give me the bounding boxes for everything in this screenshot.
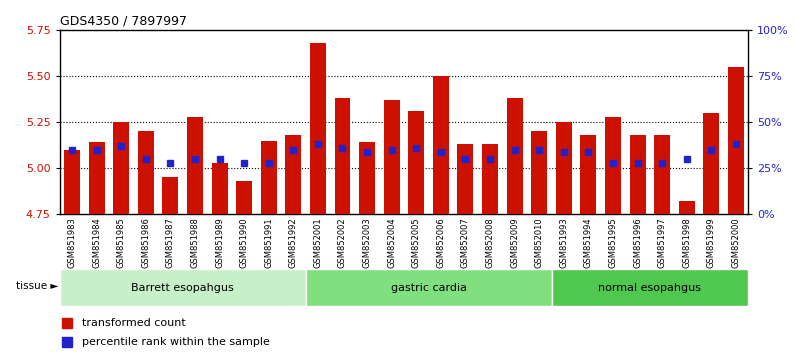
Bar: [531, 131, 547, 214]
Text: gastric cardia: gastric cardia: [391, 282, 466, 293]
Text: GDS4350 / 7897997: GDS4350 / 7897997: [60, 14, 187, 27]
Text: GSM852004: GSM852004: [387, 217, 396, 268]
Bar: [679, 201, 695, 214]
Text: GSM851993: GSM851993: [560, 217, 568, 268]
Bar: [187, 116, 203, 214]
Text: GSM852003: GSM852003: [363, 217, 372, 268]
Text: GSM851986: GSM851986: [141, 217, 150, 268]
Text: GSM851988: GSM851988: [190, 217, 200, 268]
Text: GSM851994: GSM851994: [584, 217, 593, 268]
Bar: [60, 269, 306, 306]
Text: GSM851995: GSM851995: [608, 217, 618, 268]
Text: GSM851987: GSM851987: [166, 217, 175, 268]
Bar: [458, 144, 474, 214]
Bar: [384, 100, 400, 214]
Text: tissue ►: tissue ►: [16, 281, 58, 291]
Bar: [506, 98, 523, 214]
Bar: [580, 135, 596, 214]
Text: GSM852009: GSM852009: [510, 217, 519, 268]
Text: GSM851998: GSM851998: [682, 217, 691, 268]
Text: transformed count: transformed count: [82, 318, 185, 329]
Bar: [605, 116, 621, 214]
Text: GSM851992: GSM851992: [289, 217, 298, 268]
Bar: [310, 43, 326, 214]
Text: GSM851990: GSM851990: [240, 217, 248, 268]
Bar: [64, 150, 80, 214]
Text: GSM852008: GSM852008: [486, 217, 494, 268]
Text: normal esopahgus: normal esopahgus: [599, 282, 701, 293]
Text: GSM852000: GSM852000: [732, 217, 740, 268]
Text: GSM852002: GSM852002: [338, 217, 347, 268]
Text: GSM851999: GSM851999: [707, 217, 716, 268]
Text: GSM851989: GSM851989: [215, 217, 224, 268]
Text: GSM851996: GSM851996: [633, 217, 642, 268]
Bar: [408, 111, 424, 214]
Text: percentile rank within the sample: percentile rank within the sample: [82, 337, 270, 347]
Text: Barrett esopahgus: Barrett esopahgus: [131, 282, 234, 293]
Bar: [552, 269, 748, 306]
Text: GSM852005: GSM852005: [412, 217, 421, 268]
Bar: [334, 98, 350, 214]
Text: GSM852007: GSM852007: [461, 217, 470, 268]
Bar: [285, 135, 302, 214]
Bar: [113, 122, 129, 214]
Bar: [138, 131, 154, 214]
Text: GSM851985: GSM851985: [117, 217, 126, 268]
Text: GSM852010: GSM852010: [535, 217, 544, 268]
Bar: [728, 67, 744, 214]
Bar: [162, 177, 178, 214]
Bar: [261, 141, 277, 214]
Bar: [556, 122, 572, 214]
Text: GSM851997: GSM851997: [657, 217, 667, 268]
Text: GSM851983: GSM851983: [68, 217, 76, 268]
Bar: [433, 76, 449, 214]
Text: GSM851984: GSM851984: [92, 217, 101, 268]
Bar: [704, 113, 720, 214]
Text: GSM852006: GSM852006: [436, 217, 445, 268]
Bar: [654, 135, 670, 214]
Bar: [306, 269, 552, 306]
Bar: [236, 181, 252, 214]
Bar: [482, 144, 498, 214]
Bar: [359, 142, 375, 214]
Bar: [630, 135, 646, 214]
Text: GSM851991: GSM851991: [264, 217, 273, 268]
Bar: [88, 142, 104, 214]
Text: GSM852001: GSM852001: [314, 217, 322, 268]
Bar: [212, 162, 228, 214]
